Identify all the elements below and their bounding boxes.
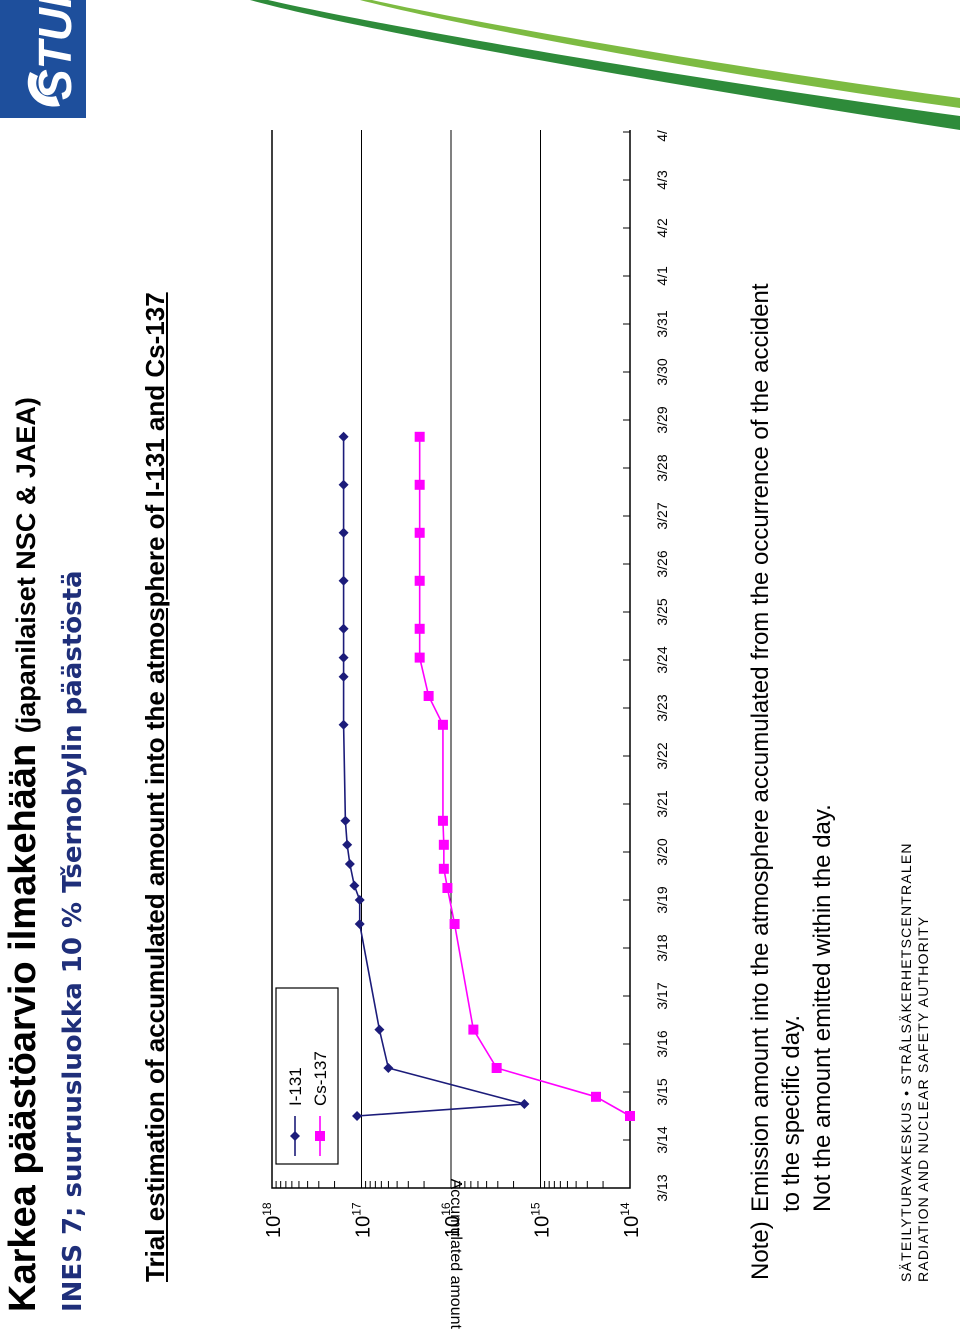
accumulation-chart: 101410151016101710183/133/143/153/163/17… (260, 130, 670, 1330)
x-tick-label: 3/29 (654, 406, 670, 433)
x-tick-label: 3/22 (654, 742, 670, 769)
i131-data-point (338, 623, 349, 634)
cs137-data-point (414, 623, 425, 634)
i131-data-point (338, 652, 349, 663)
green-stripe-2 (360, 0, 960, 108)
cs137-data-point (437, 719, 448, 730)
x-tick-label: 3/19 (654, 886, 670, 913)
cs137-data-point (491, 1063, 502, 1073)
x-tick-label: 3/13 (654, 1174, 670, 1201)
cs137-data-point (442, 883, 453, 893)
green-stripe-1 (250, 0, 960, 130)
note-line-1: Emission amount into the atmosphere accu… (747, 283, 774, 1213)
x-tick-label: 3/18 (654, 934, 670, 961)
x-tick-label: 4/2 (654, 218, 670, 238)
x-tick-label: 4/1 (654, 266, 670, 286)
note: Note) Emission amount into the atmosphere… (745, 284, 838, 1281)
i131-data-point (354, 895, 365, 905)
footer: SÄTEILYTURVAKESKUS • STRÅLSÄKERHETSCENTR… (898, 842, 932, 1282)
i131-data-point (338, 671, 349, 682)
i131-series-line (342, 436, 525, 1117)
footer-line-2: RADIATION AND NUCLEAR SAFETY AUTHORITY (915, 915, 931, 1282)
legend-i131-marker (290, 1131, 300, 1141)
cs137-data-point (414, 652, 425, 663)
x-tick-label: 3/14 (654, 1126, 670, 1153)
cs137-data-point (590, 1091, 601, 1102)
stuk-swoosh-icon (27, 72, 60, 107)
logo-text: STUK (29, 0, 81, 100)
x-tick-label: 3/27 (654, 502, 670, 529)
i131-data-point (338, 527, 349, 538)
cs137-data-point (414, 527, 425, 538)
x-tick-label: 3/15 (654, 1078, 670, 1105)
legend-box (275, 987, 339, 1165)
y-tick-label: 1018 (260, 1202, 285, 1238)
x-tick-label: 4/4 (654, 130, 670, 142)
x-tick-label: 3/17 (654, 982, 670, 1009)
note-label: Note) (747, 1221, 774, 1280)
i131-data-point (342, 839, 353, 850)
i131-data-point (338, 431, 349, 442)
legend-cs137-label: Cs-137 (311, 1051, 330, 1106)
cs137-data-point (438, 839, 449, 850)
i131-data-point (383, 1063, 394, 1073)
i131-data-point (338, 719, 349, 730)
x-tick-label: 3/23 (654, 694, 670, 721)
legend-i131-label: I-131 (286, 1067, 305, 1106)
i131-data-point (519, 1099, 530, 1109)
y-tick-label: 1015 (529, 1202, 554, 1238)
x-tick-label: 3/24 (654, 646, 670, 673)
x-tick-label: 3/26 (654, 550, 670, 577)
x-tick-label: 3/28 (654, 454, 670, 481)
y-axis-label: Accumulated amount[Bq] (447, 1179, 464, 1330)
i131-data-point (338, 575, 349, 586)
x-tick-label: 3/30 (654, 358, 670, 385)
i131-data-point (352, 1111, 363, 1121)
cs137-data-point (423, 691, 434, 701)
legend-cs137-marker (315, 1131, 325, 1141)
x-tick-label: 3/20 (654, 838, 670, 865)
cs137-data-point (414, 575, 425, 586)
i131-data-point (349, 880, 360, 891)
cs137-data-point (437, 815, 448, 826)
cs137-data-point (625, 1111, 635, 1121)
note-line-3: Not the amount emitted within the day. (809, 804, 836, 1212)
cs137-data-point (438, 863, 449, 874)
i131-data-point (374, 1024, 385, 1035)
stuk-logo-band: STUK (0, 0, 960, 130)
cs137-data-point (414, 431, 425, 442)
footer-line-1: SÄTEILYTURVAKESKUS • STRÅLSÄKERHETSCENTR… (898, 842, 914, 1282)
x-tick-label: 3/31 (654, 310, 670, 337)
i131-data-point (340, 815, 351, 826)
y-tick-label: 1014 (618, 1202, 643, 1238)
x-tick-label: 4/3 (654, 170, 670, 190)
logo-box (0, 0, 86, 118)
cs137-data-point (468, 1024, 479, 1035)
y-tick-label: 1017 (350, 1202, 375, 1238)
cs137-data-point (449, 919, 460, 929)
note-line-2: to the specific day. (778, 1015, 805, 1212)
x-tick-label: 3/21 (654, 790, 670, 817)
x-tick-label: 3/25 (654, 598, 670, 625)
i131-data-point (344, 859, 355, 869)
x-tick-label: 3/16 (654, 1030, 670, 1057)
cs137-data-point (414, 479, 425, 490)
i131-data-point (354, 919, 365, 929)
i131-data-point (338, 479, 349, 490)
